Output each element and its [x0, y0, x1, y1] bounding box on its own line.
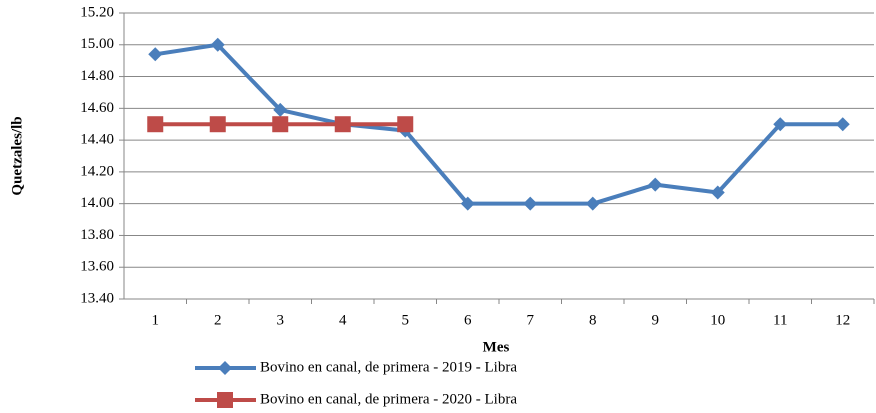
- data-point: [773, 117, 788, 132]
- x-tick-label: 9: [652, 312, 660, 328]
- x-tick-label: 5: [402, 312, 410, 328]
- x-tick-label: 3: [277, 312, 285, 328]
- data-point: [460, 196, 475, 211]
- data-point: [835, 117, 850, 132]
- y-axis-title: Quetzales/lb: [9, 116, 25, 195]
- x-tick-label: 12: [835, 312, 850, 328]
- y-tick-label: 15.00: [80, 36, 114, 52]
- y-tick-label: 13.80: [80, 227, 114, 243]
- x-tick-label: 2: [214, 312, 222, 328]
- data-point: [585, 196, 600, 211]
- y-tick-label: 14.40: [80, 132, 114, 148]
- x-tick-label: 4: [339, 312, 347, 328]
- x-tick-label: 7: [527, 312, 535, 328]
- data-point: [397, 116, 414, 133]
- x-tick-label: 11: [773, 312, 787, 328]
- series-line: [154, 42, 843, 206]
- legend-label: Bovino en canal, de primera - 2019 - Lib…: [260, 359, 517, 375]
- data-point: [710, 185, 725, 200]
- data-point: [209, 116, 226, 133]
- y-tick-label: 13.40: [80, 290, 114, 306]
- x-tick-label: 6: [464, 312, 472, 328]
- data-point: [272, 116, 289, 133]
- data-point: [147, 116, 164, 133]
- legend-marker: [217, 392, 233, 408]
- x-axis-title: Mes: [483, 339, 510, 355]
- legend-label: Bovino en canal, de primera - 2020 - Lib…: [260, 391, 517, 407]
- y-tick-label: 14.60: [80, 100, 114, 116]
- x-tick-label: 1: [152, 312, 160, 328]
- y-tick-label: 14.20: [80, 163, 114, 179]
- y-tick-label: 15.20: [80, 4, 114, 20]
- data-point: [210, 37, 225, 52]
- data-point: [523, 196, 538, 211]
- legend-marker: [218, 361, 232, 375]
- y-tick-label: 13.60: [80, 259, 114, 275]
- y-tick-label: 14.00: [80, 195, 114, 211]
- x-tick-label: 10: [710, 312, 725, 328]
- x-tick-label: 8: [589, 312, 597, 328]
- data-point: [273, 102, 288, 117]
- data-point: [334, 116, 351, 133]
- data-point: [148, 47, 163, 62]
- y-tick-label: 14.80: [80, 68, 114, 84]
- data-point: [648, 177, 663, 192]
